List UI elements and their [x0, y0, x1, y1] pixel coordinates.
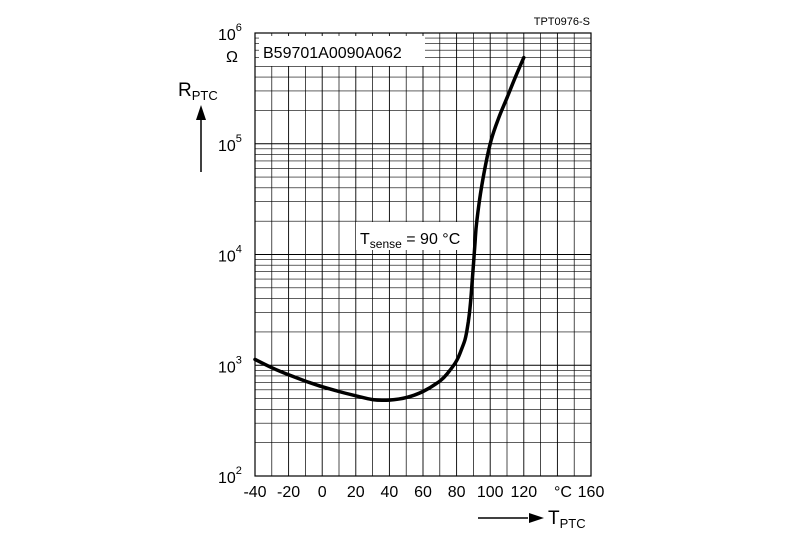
y-tick-exponent: 2	[236, 465, 242, 477]
y-tick-exponent: 6	[236, 22, 242, 34]
y-tick-label: 106	[218, 22, 242, 44]
annotation-rest: = 90 °C	[402, 231, 460, 248]
x-tick-label: 100	[477, 484, 504, 501]
y-tick-label: 102	[218, 465, 242, 487]
annotation-box	[356, 222, 472, 250]
chart-title: B59701A0090A062	[263, 45, 402, 62]
x-unit: °C	[554, 484, 572, 501]
x-tick-label: 60	[414, 484, 432, 501]
x-tick-label: 120	[510, 484, 537, 501]
x-tick-label: 80	[448, 484, 466, 501]
x-tick-label: -20	[277, 484, 300, 501]
y-tick-base: 10	[218, 249, 236, 266]
annotation: Tsense = 90 °C	[360, 231, 460, 251]
plot-frame	[254, 32, 592, 477]
y-tick-base: 10	[218, 470, 236, 487]
y-axis-arrow-head	[196, 105, 206, 120]
grid	[255, 33, 591, 476]
annotation-base: T	[360, 231, 370, 248]
y-unit: Ω	[226, 49, 238, 66]
y-tick-exponent: 4	[236, 244, 242, 256]
y-axis-label-base: R	[178, 80, 192, 101]
y-tick-base: 10	[218, 359, 236, 376]
title-box	[259, 36, 425, 66]
y-tick-base: 10	[218, 27, 236, 44]
x-tick-label: -40	[243, 484, 266, 501]
x-axis-label-sub: PTC	[560, 516, 586, 531]
y-axis-label-sub: PTC	[192, 88, 218, 103]
y-tick-exponent: 5	[236, 133, 242, 145]
x-axis-arrow-head	[529, 513, 544, 523]
y-tick-label: 105	[218, 133, 242, 155]
series-line-resistance	[253, 55, 526, 403]
x-axis-label-base: T	[548, 508, 560, 529]
y-tick-label: 103	[218, 354, 242, 376]
x-tick-label: 20	[347, 484, 365, 501]
annotation-sub: sense	[370, 237, 402, 251]
y-tick-base: 10	[218, 138, 236, 155]
x-tick-label: 40	[381, 484, 399, 501]
x-tick-label: 160	[578, 484, 605, 501]
figure-id: TPT0976-S	[534, 16, 590, 28]
y-axis-label: RPTC	[178, 80, 218, 103]
y-tick-exponent: 3	[236, 354, 242, 366]
x-tick-labels: -40 -20 0 20 40 60 80 100 120 160	[243, 484, 604, 501]
x-axis-label: TPTC	[548, 508, 586, 531]
y-tick-label: 104	[218, 244, 242, 266]
x-tick-label: 0	[318, 484, 327, 501]
